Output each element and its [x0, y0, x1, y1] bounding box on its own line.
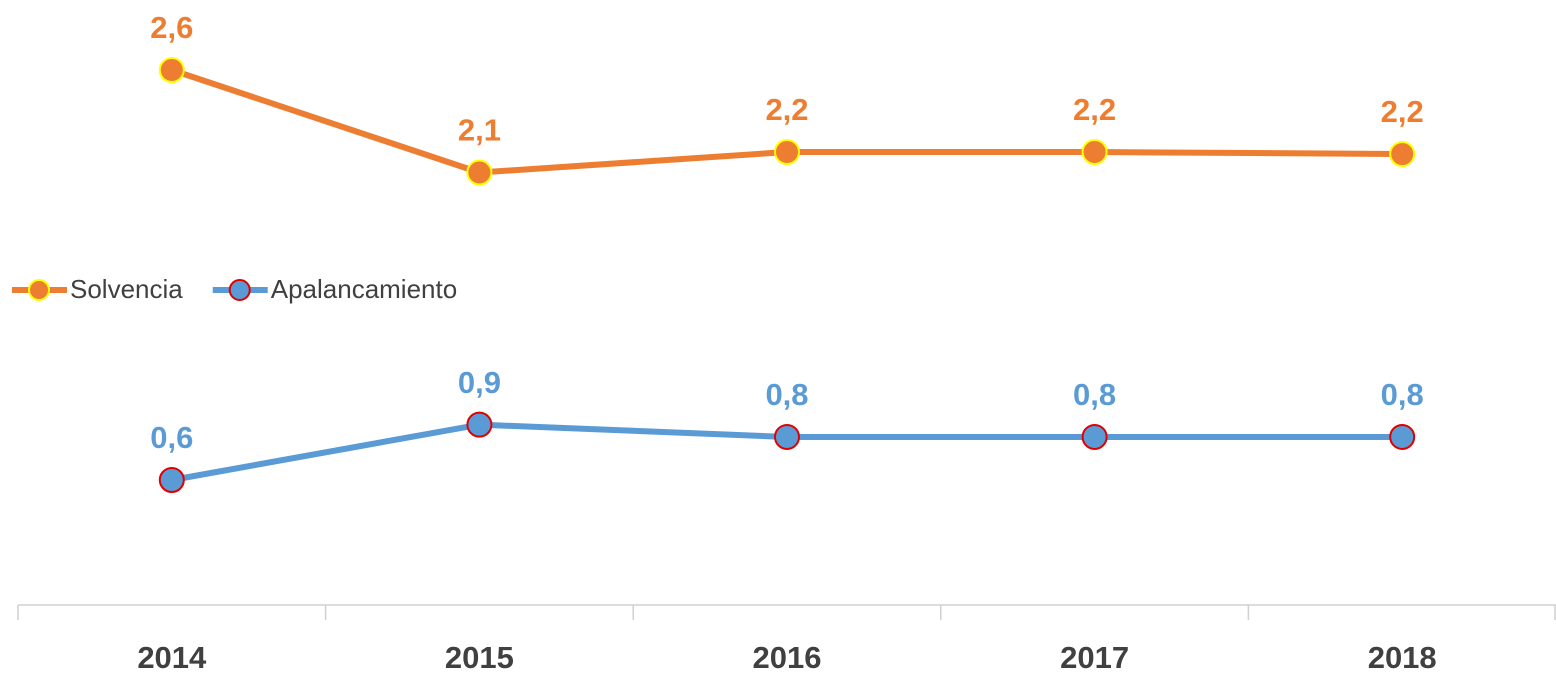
legend-marker [28, 279, 50, 301]
data-label: 0,8 [1073, 377, 1116, 412]
x-tick-label: 2017 [1060, 640, 1129, 675]
legend-marker [228, 279, 251, 301]
marker [158, 467, 185, 493]
marker [158, 57, 185, 83]
marker [1389, 423, 1416, 450]
marker [466, 411, 493, 438]
legend-label: Solvencia [70, 274, 183, 304]
x-tick-label: 2014 [137, 640, 207, 675]
data-label: 0,8 [1381, 377, 1424, 412]
x-tick-label: 2015 [445, 640, 514, 675]
marker [1081, 423, 1108, 450]
legend-label: Apalancamiento [271, 274, 457, 304]
data-label: 0,8 [765, 377, 808, 412]
marker [774, 139, 800, 165]
data-label: 0,9 [458, 365, 501, 400]
data-label: 2,1 [458, 113, 501, 148]
marker [1389, 141, 1416, 168]
marker [774, 423, 800, 450]
data-label: 2,2 [1381, 94, 1424, 129]
x-tick-label: 2018 [1368, 640, 1437, 675]
marker [466, 159, 493, 186]
data-label: 0,6 [150, 420, 193, 455]
data-label: 2,6 [150, 10, 193, 45]
data-label: 2,2 [1073, 92, 1116, 127]
data-label: 2,2 [765, 92, 808, 127]
x-tick-label: 2016 [753, 640, 822, 675]
marker [1081, 139, 1108, 165]
